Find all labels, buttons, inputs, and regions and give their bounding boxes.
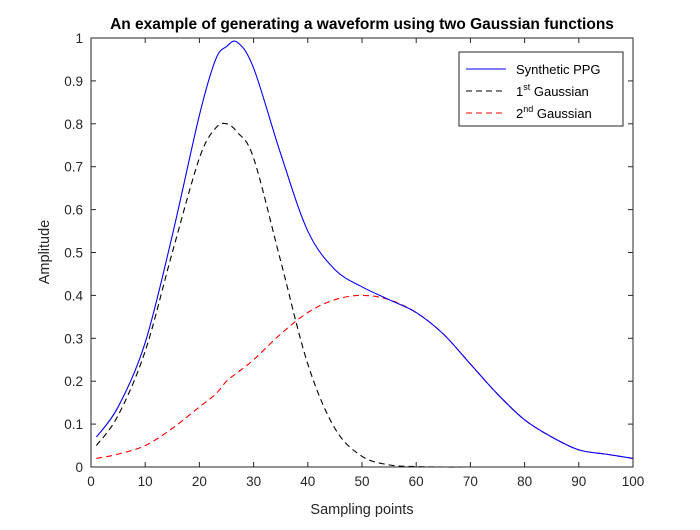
x-tick-label: 80	[517, 474, 532, 489]
y-tick-label: 0.6	[64, 203, 83, 218]
x-tick-label: 30	[246, 474, 261, 489]
x-tick-label: 60	[409, 474, 424, 489]
plot-lines	[95, 40, 634, 468]
y-tick-label: 0.7	[64, 160, 83, 175]
legend-items: Synthetic PPG 1st Gaussian 2nd Gaussian	[466, 62, 601, 121]
chart-title: An example of generating a waveform usin…	[110, 16, 614, 33]
series-line-2	[95, 122, 633, 468]
x-tick-label: 50	[354, 474, 369, 489]
series-line-1	[95, 40, 634, 459]
y-tick-label: 0.8	[64, 117, 83, 132]
x-tick-label: 100	[622, 474, 645, 489]
y-axis-label: Amplitude	[37, 220, 53, 284]
x-tick-label: 40	[300, 474, 315, 489]
series-line-3	[96, 294, 634, 459]
y-tick-label: 0.5	[64, 246, 83, 261]
x-axis-label: Sampling points	[310, 502, 413, 518]
legend-label-2: 1st Gaussian	[516, 82, 589, 99]
axis-ticks: 0 10 20 30 40 50 60 70 80 90 100 0 0.1 0.2 0.3 0.4 0.5 0.…	[64, 31, 644, 489]
y-tick-label: 0.1	[64, 417, 83, 432]
legend-box	[458, 51, 624, 127]
legend-label-1: Synthetic PPG	[516, 62, 601, 77]
y-tick-label: 0.4	[64, 288, 83, 303]
y-tick-label: 0.2	[64, 374, 83, 389]
y-tick-label: 0.9	[64, 74, 83, 89]
y-tick-label: 1	[75, 31, 83, 46]
x-tick-label: 20	[192, 474, 207, 489]
legend: Synthetic PPG 1st Gaussian 2nd Gaussian	[458, 51, 624, 127]
x-tick-label: 10	[138, 474, 153, 489]
legend-label-3: 2nd Gaussian	[516, 104, 592, 121]
y-tick-label: 0.3	[64, 331, 83, 346]
x-tick-label: 70	[463, 474, 478, 489]
x-tick-label: 90	[571, 474, 586, 489]
y-tick-label: 0	[75, 460, 83, 475]
plot-frame	[90, 37, 634, 468]
x-tick-label: 0	[87, 474, 95, 489]
